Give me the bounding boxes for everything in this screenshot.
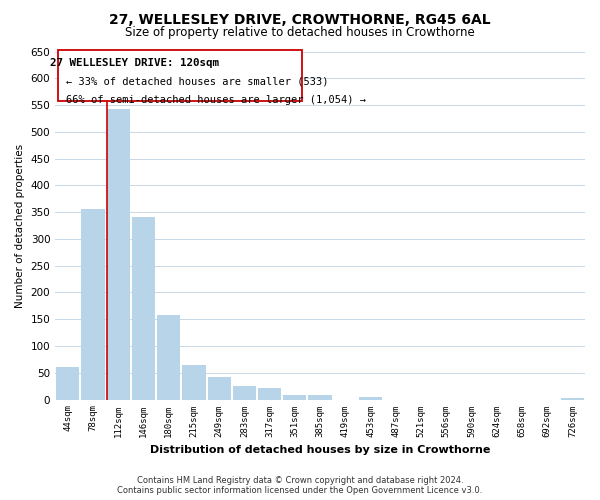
Bar — [157, 315, 181, 400]
X-axis label: Distribution of detached houses by size in Crowthorne: Distribution of detached houses by size … — [150, 445, 490, 455]
Bar — [308, 396, 332, 400]
Bar — [561, 398, 584, 400]
Text: ← 33% of detached houses are smaller (533): ← 33% of detached houses are smaller (53… — [66, 77, 328, 87]
Y-axis label: Number of detached properties: Number of detached properties — [15, 144, 25, 308]
Bar — [359, 397, 382, 400]
Text: 66% of semi-detached houses are larger (1,054) →: 66% of semi-detached houses are larger (… — [66, 96, 366, 106]
Bar — [258, 388, 281, 400]
Bar — [56, 368, 79, 400]
Bar — [107, 109, 130, 400]
Text: 27 WELLESLEY DRIVE: 120sqm: 27 WELLESLEY DRIVE: 120sqm — [50, 58, 219, 68]
Bar — [233, 386, 256, 400]
Bar — [82, 210, 104, 400]
Text: 27, WELLESLEY DRIVE, CROWTHORNE, RG45 6AL: 27, WELLESLEY DRIVE, CROWTHORNE, RG45 6A… — [109, 12, 491, 26]
Bar — [132, 218, 155, 400]
Text: Contains HM Land Registry data © Crown copyright and database right 2024.
Contai: Contains HM Land Registry data © Crown c… — [118, 476, 482, 495]
Bar — [283, 396, 307, 400]
Bar — [208, 377, 231, 400]
Bar — [182, 365, 206, 400]
Text: Size of property relative to detached houses in Crowthorne: Size of property relative to detached ho… — [125, 26, 475, 39]
FancyBboxPatch shape — [58, 50, 302, 102]
